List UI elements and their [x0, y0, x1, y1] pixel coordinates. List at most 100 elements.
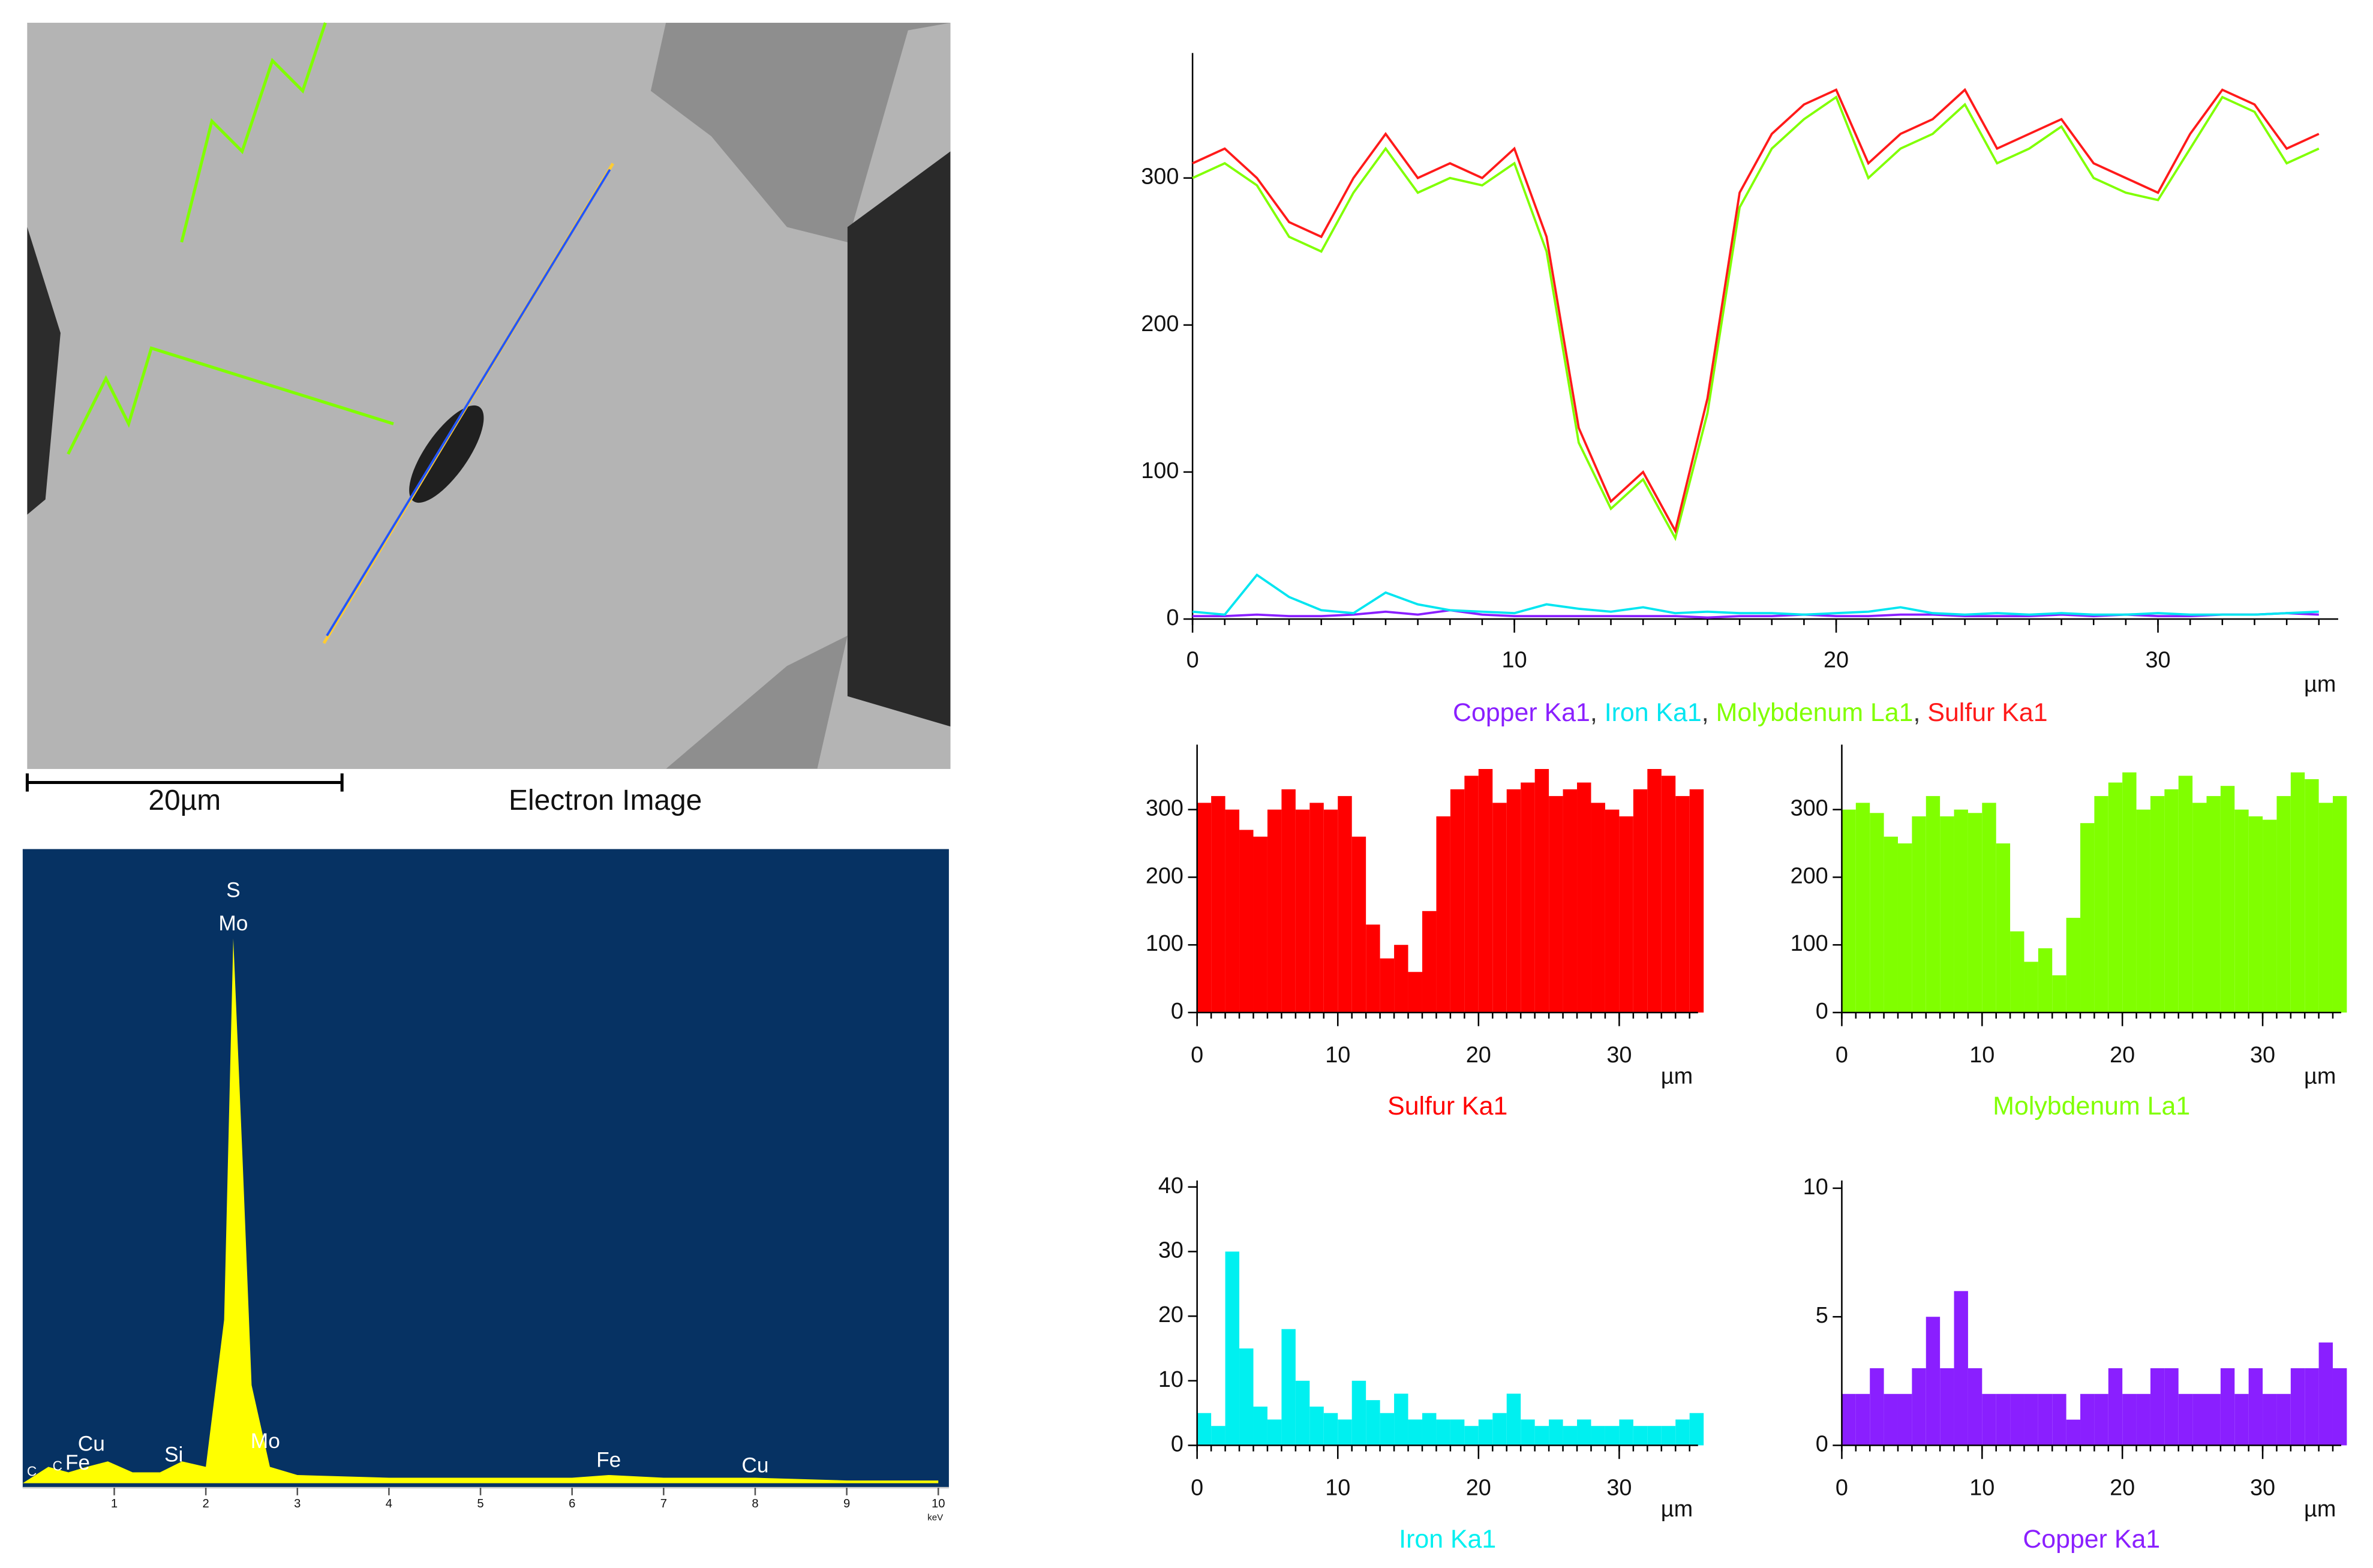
- bar: [2136, 809, 2150, 1013]
- bar: [2192, 1393, 2207, 1446]
- y-tick-label: 100: [1141, 458, 1179, 483]
- bar: [2305, 1368, 2319, 1446]
- peak-label: Fe: [65, 1451, 90, 1474]
- bar: [1968, 1368, 1982, 1446]
- legend-separator: ,: [1590, 698, 1605, 727]
- y-tick-label: 40: [1158, 1173, 1184, 1198]
- bar: [1534, 768, 1549, 1013]
- bar: [1366, 924, 1380, 1013]
- y-tick-label: 30: [1158, 1237, 1184, 1263]
- legend: Copper Ka1, Iron Ka1, Molybdenum La1, Su…: [1453, 698, 2048, 727]
- bar: [1897, 1393, 1912, 1446]
- chart-title: Iron Ka1: [1399, 1525, 1496, 1554]
- x-tick-label: 8: [752, 1497, 758, 1510]
- x-axis-label: µm: [2304, 672, 2336, 697]
- x-tick-label: 1: [111, 1497, 118, 1510]
- bar: [1295, 809, 1310, 1013]
- x-axis-label: µm: [1661, 1064, 1693, 1089]
- bar: [2206, 796, 2221, 1013]
- bar: [1253, 836, 1267, 1013]
- bar: [1380, 958, 1395, 1013]
- bar: [1323, 1413, 1338, 1446]
- bar: [2305, 779, 2319, 1013]
- bar: [1605, 809, 1620, 1013]
- bar: [1633, 789, 1648, 1013]
- bar: [2066, 918, 2081, 1013]
- bar: [1436, 1419, 1450, 1446]
- bar: [2080, 823, 2095, 1013]
- bar: [1323, 809, 1338, 1013]
- bar: [2024, 1393, 2038, 1446]
- x-tick-label: 9: [843, 1497, 850, 1510]
- bar: [2318, 1342, 2333, 1446]
- bar: [1464, 1426, 1479, 1446]
- chart-title: Copper Ka1: [2023, 1525, 2160, 1554]
- y-tick-label: 200: [1141, 311, 1179, 337]
- bar: [2136, 1393, 2150, 1446]
- y-tick-label: 300: [1146, 796, 1184, 821]
- peak-label: C: [53, 1458, 62, 1473]
- x-tick-label: 0: [1836, 1043, 1848, 1068]
- bar: [1591, 803, 1605, 1013]
- plot-background: [22, 849, 949, 1488]
- bar: [2122, 772, 2137, 1013]
- x-tick-label: 10: [1325, 1043, 1350, 1068]
- bar: [1295, 1380, 1310, 1446]
- bar: [2332, 796, 2347, 1013]
- bar: [2290, 1368, 2305, 1446]
- bar: [1842, 1393, 1856, 1446]
- y-tick-label: 10: [1803, 1175, 1828, 1200]
- bar: [1647, 768, 1662, 1013]
- bar: [2332, 1368, 2347, 1446]
- bar: [2263, 819, 2277, 1013]
- bar: [1521, 782, 1535, 1013]
- x-tick-label: 0: [1186, 648, 1199, 673]
- y-tick-label: 0: [1171, 999, 1184, 1024]
- bar: [2290, 772, 2305, 1013]
- y-tick-label: 100: [1791, 931, 1828, 956]
- bar: [1408, 972, 1422, 1013]
- y-tick-label: 300: [1141, 164, 1179, 190]
- bar: [1338, 796, 1352, 1013]
- x-tick-label: 10: [1969, 1043, 1994, 1068]
- bar: [2220, 786, 2235, 1013]
- peak-label: Cu: [78, 1432, 105, 1455]
- bar: [1633, 1426, 1648, 1446]
- bar: [1464, 776, 1479, 1013]
- bar: [1366, 1400, 1380, 1446]
- bar: [1689, 789, 1704, 1013]
- x-tick-label: 6: [569, 1497, 575, 1510]
- x-tick-label: 30: [1606, 1043, 1632, 1068]
- bar: [2263, 1393, 2277, 1446]
- bar: [1549, 796, 1563, 1013]
- legend-separator: ,: [1914, 698, 1928, 727]
- bar: [1619, 1419, 1633, 1446]
- x-axis-label: µm: [1661, 1497, 1693, 1522]
- bar: [1534, 1426, 1549, 1446]
- bar: [2122, 1393, 2137, 1446]
- x-tick-label: 20: [2110, 1043, 2135, 1068]
- bar: [1884, 1393, 1898, 1446]
- bar: [1281, 1329, 1296, 1446]
- bar: [1661, 776, 1676, 1013]
- peak-label: Mo: [251, 1429, 280, 1453]
- bar: [1549, 1419, 1563, 1446]
- x-tick-label: 5: [477, 1497, 483, 1510]
- bar: [2276, 796, 2291, 1013]
- bar: [1926, 1317, 1941, 1446]
- bar: [1591, 1426, 1605, 1446]
- chart-title: Sulfur Ka1: [1387, 1092, 1507, 1121]
- bar: [2094, 1393, 2108, 1446]
- bar: [1842, 809, 1856, 1013]
- y-tick-label: 200: [1146, 863, 1184, 888]
- bar: [1647, 1426, 1662, 1446]
- y-tick-label: 200: [1791, 863, 1828, 888]
- bar: [1239, 1348, 1254, 1446]
- y-tick-label: 100: [1146, 931, 1184, 956]
- x-tick-label: 10: [932, 1497, 945, 1510]
- bar: [1982, 1393, 1996, 1446]
- y-tick-label: 300: [1791, 796, 1828, 821]
- bar: [1267, 809, 1282, 1013]
